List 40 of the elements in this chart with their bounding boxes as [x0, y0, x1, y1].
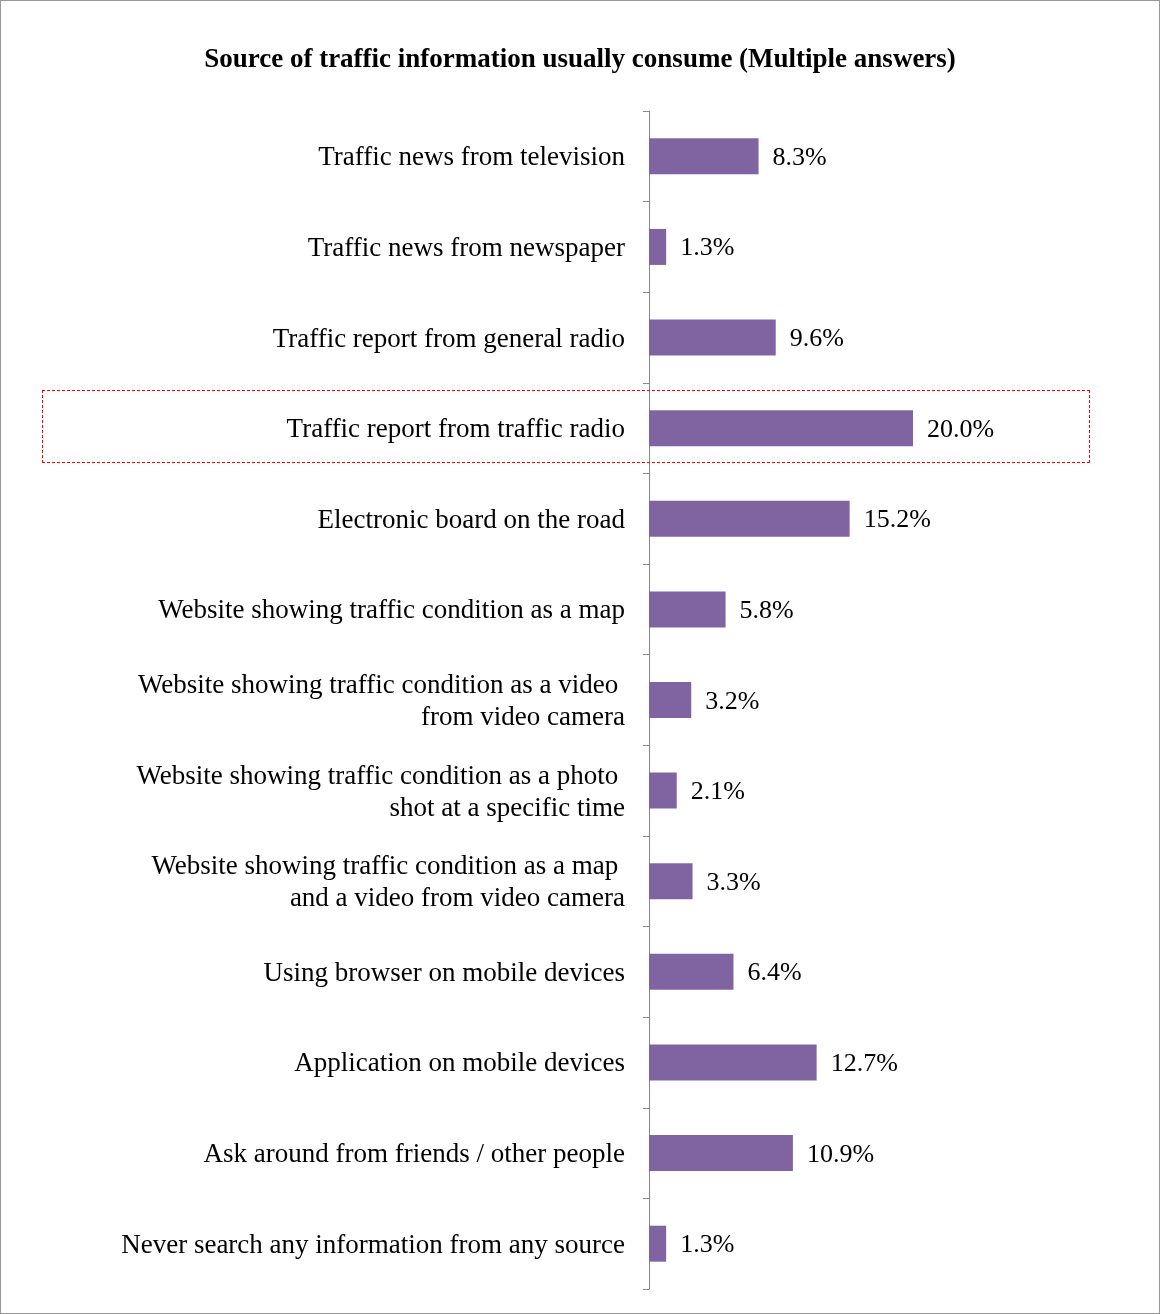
data-label: 3.3%	[706, 866, 761, 896]
bar	[649, 228, 667, 265]
bar	[649, 953, 734, 990]
y-tick-label: Traffic report from traffic radio	[286, 413, 625, 444]
data-label: 15.2%	[863, 504, 931, 534]
bar	[649, 319, 776, 356]
y-tick-label: Traffic news from television	[318, 141, 626, 172]
data-label: 5.8%	[739, 594, 794, 624]
bar	[649, 682, 692, 718]
bar	[649, 1044, 817, 1081]
y-tick-label: Ask around from friends / other people	[203, 1138, 626, 1169]
data-label: 6.4%	[747, 957, 802, 987]
data-label: 1.3%	[680, 232, 735, 262]
y-tick-label: Website showing traffic condition as a map and a video from video camera	[151, 850, 626, 913]
y-tick-label: Electronic board on the road	[317, 503, 626, 534]
y-tick-label: Website showing traffic condition as a map	[158, 594, 625, 625]
y-tick-label: Website showing traffic condition as a photo shot at a specific time	[136, 759, 626, 822]
data-label: 9.6%	[789, 323, 844, 353]
bar	[649, 1135, 793, 1172]
y-tick-label: Using browser on mobile devices	[263, 956, 625, 987]
y-tick-label: Website showing traffic condition as a video from video camera	[138, 669, 626, 731]
data-label: 8.3%	[772, 141, 827, 171]
y-tick-label: Traffic news from newspaper	[307, 231, 626, 262]
y-tick-label: Never search any information from any source	[121, 1228, 625, 1259]
bar	[649, 772, 677, 809]
bar	[649, 591, 726, 628]
data-label: 10.9%	[806, 1138, 875, 1168]
bar	[649, 863, 693, 900]
y-tick-label: Traffic report from general radio	[272, 322, 625, 353]
bar	[649, 410, 913, 447]
data-label: 1.3%	[680, 1229, 735, 1259]
bar	[649, 138, 759, 175]
data-label: 20.0%	[927, 413, 995, 443]
data-label: 3.2%	[705, 685, 760, 715]
bar	[649, 1225, 667, 1262]
chart-title: Source of traffic information usually consume (Multiple answers)	[204, 42, 956, 73]
y-tick-label: Application on mobile devices	[294, 1047, 625, 1078]
data-label: 2.1%	[690, 776, 745, 806]
data-label: 12.7%	[830, 1047, 898, 1077]
bar	[649, 500, 850, 537]
